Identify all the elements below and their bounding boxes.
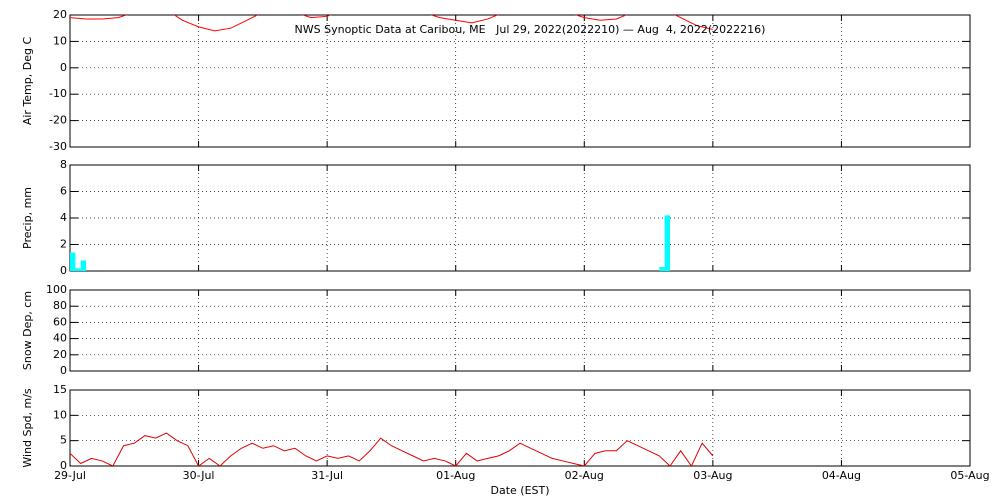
y-tick-label: -30 bbox=[49, 140, 67, 153]
y-tick-label: 20 bbox=[53, 348, 67, 361]
y-tick-label: 2 bbox=[60, 238, 67, 251]
y-axis-label: Air Temp, Deg C bbox=[21, 37, 34, 126]
y-tick-label: 40 bbox=[53, 332, 67, 345]
bar bbox=[659, 267, 665, 271]
x-axis-label: Date (EST) bbox=[490, 484, 549, 497]
bar bbox=[664, 215, 670, 271]
plot-frame bbox=[69, 389, 971, 467]
bar bbox=[70, 252, 76, 271]
chart-title: NWS Synoptic Data at Caribou, ME Jul 29,… bbox=[295, 23, 766, 36]
y-tick-label: 0 bbox=[60, 264, 67, 277]
y-tick-label: 60 bbox=[53, 315, 67, 328]
y-tick-label: 15 bbox=[53, 383, 67, 396]
x-tick-label: 01-Aug bbox=[436, 469, 475, 482]
y-tick-label: 5 bbox=[60, 434, 67, 447]
x-tick-label: 30-Jul bbox=[183, 469, 215, 482]
y-tick-label: 0 bbox=[60, 459, 67, 472]
x-tick-label: 31-Jul bbox=[311, 469, 343, 482]
y-tick-label: 0 bbox=[60, 61, 67, 74]
y-tick-label: 8 bbox=[60, 158, 67, 171]
plot-frame bbox=[69, 14, 971, 148]
y-tick-label: -10 bbox=[49, 87, 67, 100]
y-axis-label: Snow Dep, cm bbox=[21, 291, 34, 370]
y-tick-label: 80 bbox=[53, 299, 67, 312]
y-tick-label: 6 bbox=[60, 185, 67, 198]
series-group bbox=[70, 215, 670, 271]
y-tick-label: 10 bbox=[53, 408, 67, 421]
x-tick-label: 29-Jul bbox=[54, 469, 86, 482]
y-tick-label: 20 bbox=[53, 8, 67, 21]
x-tick-label: 03-Aug bbox=[693, 469, 732, 482]
y-tick-label: -20 bbox=[49, 114, 67, 127]
bar bbox=[75, 268, 81, 271]
y-axis-label: Wind Spd, m/s bbox=[21, 388, 34, 468]
x-tick-label: 02-Aug bbox=[565, 469, 604, 482]
x-tick-label: 04-Aug bbox=[822, 469, 861, 482]
y-tick-label: 100 bbox=[46, 283, 67, 296]
series-group bbox=[70, 15, 713, 32]
x-tick-label: 05-Aug bbox=[950, 469, 989, 482]
y-tick-label: 10 bbox=[53, 34, 67, 47]
bar bbox=[80, 260, 87, 271]
series-group bbox=[70, 432, 714, 466]
y-tick-label: 4 bbox=[60, 211, 67, 224]
y-axis-label: Precip, mm bbox=[21, 187, 34, 249]
plot-frame bbox=[69, 289, 971, 372]
line bbox=[70, 432, 714, 466]
plot-frame bbox=[69, 164, 971, 272]
line bbox=[70, 15, 713, 32]
y-tick-label: 0 bbox=[60, 364, 67, 377]
